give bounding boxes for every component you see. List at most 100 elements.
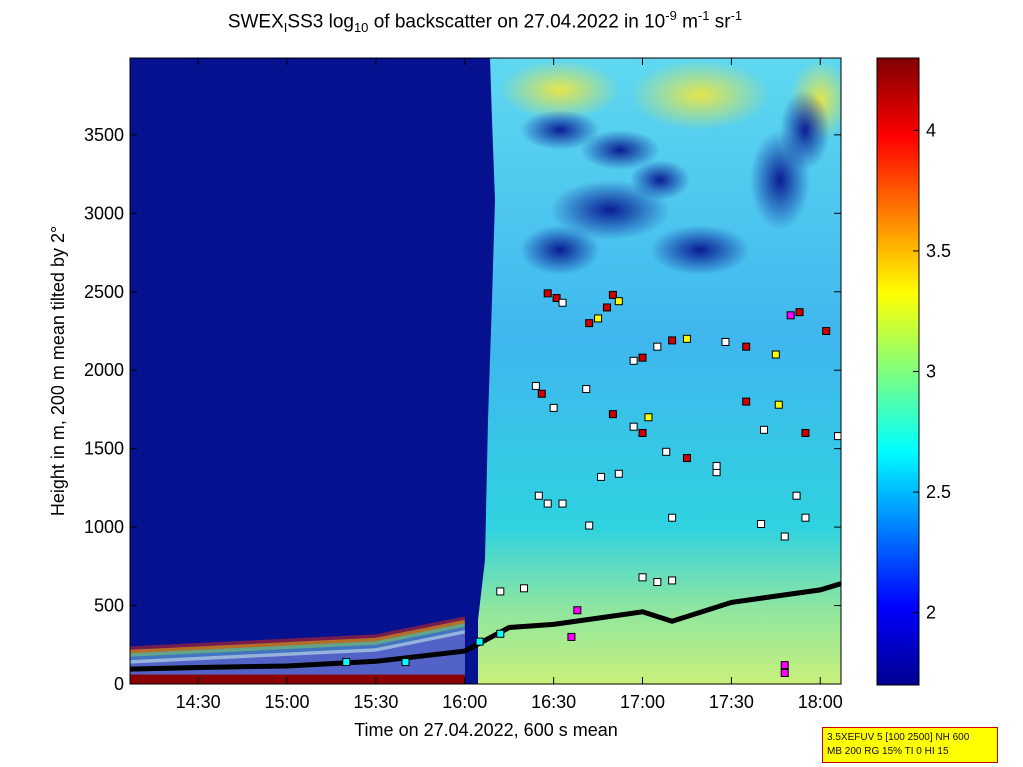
- layer-mark: [801, 513, 810, 522]
- layer-mark: [496, 629, 505, 638]
- x-tick-label: 18:00: [798, 692, 843, 712]
- x-tick-label: 16:30: [531, 692, 576, 712]
- layer-mark: [780, 661, 789, 670]
- layer-mark: [712, 461, 721, 470]
- y-tick-label: 2000: [84, 360, 124, 380]
- info-line-2: MB 200 RG 15% TI 0 HI 15: [827, 746, 949, 757]
- layer-mark: [401, 658, 410, 667]
- texture-blob: [650, 225, 750, 275]
- surface-band-stripe: [130, 630, 465, 684]
- layer-mark: [475, 637, 484, 646]
- layer-mark: [534, 491, 543, 500]
- layer-mark: [742, 342, 751, 351]
- y-tick-label: 1000: [84, 517, 124, 537]
- layer-mark: [608, 290, 617, 299]
- y-tick-label: 3000: [84, 203, 124, 223]
- plot-frame: [129, 57, 842, 685]
- layer-mark: [602, 303, 611, 312]
- texture-blob: [630, 160, 690, 200]
- layer-mark: [822, 326, 831, 335]
- y-tick-label: 500: [94, 596, 124, 616]
- layer-mark: [594, 314, 603, 323]
- layer-mark: [558, 499, 567, 508]
- layer-mark: [638, 573, 647, 582]
- surface-band-base: [130, 674, 465, 684]
- colorbar-tick-label: 2: [926, 603, 936, 623]
- y-tick-label: 0: [114, 674, 124, 694]
- layer-mark: [567, 632, 576, 641]
- layer-mark: [653, 342, 662, 351]
- layer-mark: [496, 587, 505, 596]
- texture-blob: [580, 130, 660, 170]
- layer-mark: [558, 298, 567, 307]
- texture-blob: [550, 180, 670, 240]
- processing-info-box: 3.5XEFUV 5 [100 2500] NH 600 MB 200 RG 1…: [822, 727, 998, 763]
- colorbar: [876, 57, 920, 686]
- layer-mark: [629, 356, 638, 365]
- texture-blob: [520, 110, 600, 150]
- layer-mark: [668, 576, 677, 585]
- layer-mark: [792, 491, 801, 500]
- chart-title: SWEXISS3 log10 of backscatter on 27.04.2…: [227, 8, 743, 36]
- heatmap-plot: [130, 58, 841, 684]
- layer-mark: [629, 422, 638, 431]
- layer-mark: [759, 425, 768, 434]
- layer-mark: [342, 658, 351, 667]
- layer-mark: [520, 584, 529, 593]
- layer-mark: [638, 428, 647, 437]
- layer-mark: [644, 413, 653, 422]
- y-tick-label: 1500: [84, 439, 124, 459]
- layer-mark: [801, 428, 810, 437]
- texture-blob: [780, 90, 830, 170]
- layer-mark: [543, 499, 552, 508]
- layer-mark: [552, 294, 561, 303]
- layer-mark: [780, 669, 789, 678]
- layer-mark: [774, 400, 783, 409]
- layer-mark: [771, 350, 780, 359]
- x-tick-label: 17:00: [620, 692, 665, 712]
- layer-mark: [721, 337, 730, 346]
- texture-blob: [500, 60, 620, 120]
- layer-mark: [662, 447, 671, 456]
- y-axis-label: Height in m, 200 m mean tilted by 2°: [48, 226, 68, 516]
- surface-band-stripe: [130, 633, 465, 684]
- layer-mark: [742, 397, 751, 406]
- layer-mark: [668, 336, 677, 345]
- layer-mark: [668, 513, 677, 522]
- x-tick-label: 15:00: [264, 692, 309, 712]
- layer-mark: [585, 319, 594, 328]
- layer-mark: [682, 454, 691, 463]
- layer-mark: [614, 297, 623, 306]
- layer-mark: [573, 606, 582, 615]
- boundary-layer-line: [130, 581, 841, 672]
- x-axis-label: Time on 27.04.2022, 600 s mean: [354, 720, 618, 740]
- info-line-1: 3.5XEFUV 5 [100 2500] NH 600: [827, 732, 970, 743]
- colorbar-tick-label: 3.5: [926, 241, 951, 261]
- layer-mark: [795, 308, 804, 317]
- layer-mark: [549, 403, 558, 412]
- layer-mark: [834, 432, 841, 441]
- layer-mark: [531, 381, 540, 390]
- layer-mark: [537, 389, 546, 398]
- layer-mark: [608, 410, 617, 419]
- colorbar-tick-label: 3: [926, 362, 936, 382]
- x-tick-label: 16:00: [442, 692, 487, 712]
- layer-mark: [786, 311, 795, 320]
- colorbar-tick-label: 4: [926, 120, 936, 140]
- layer-mark: [543, 289, 552, 298]
- texture-blob: [520, 225, 600, 275]
- x-tick-label: 17:30: [709, 692, 754, 712]
- layer-mark: [614, 469, 623, 478]
- layer-mark: [597, 472, 606, 481]
- colorbar-tick-label: 2.5: [926, 482, 951, 502]
- layer-mark: [585, 521, 594, 530]
- layer-mark: [638, 353, 647, 362]
- layer-mark: [582, 385, 591, 394]
- x-tick-label: 14:30: [176, 692, 221, 712]
- layer-mark: [682, 334, 691, 343]
- layer-mark: [780, 532, 789, 541]
- layer-mark: [757, 519, 766, 528]
- x-tick-label: 15:30: [353, 692, 398, 712]
- y-tick-label: 3500: [84, 125, 124, 145]
